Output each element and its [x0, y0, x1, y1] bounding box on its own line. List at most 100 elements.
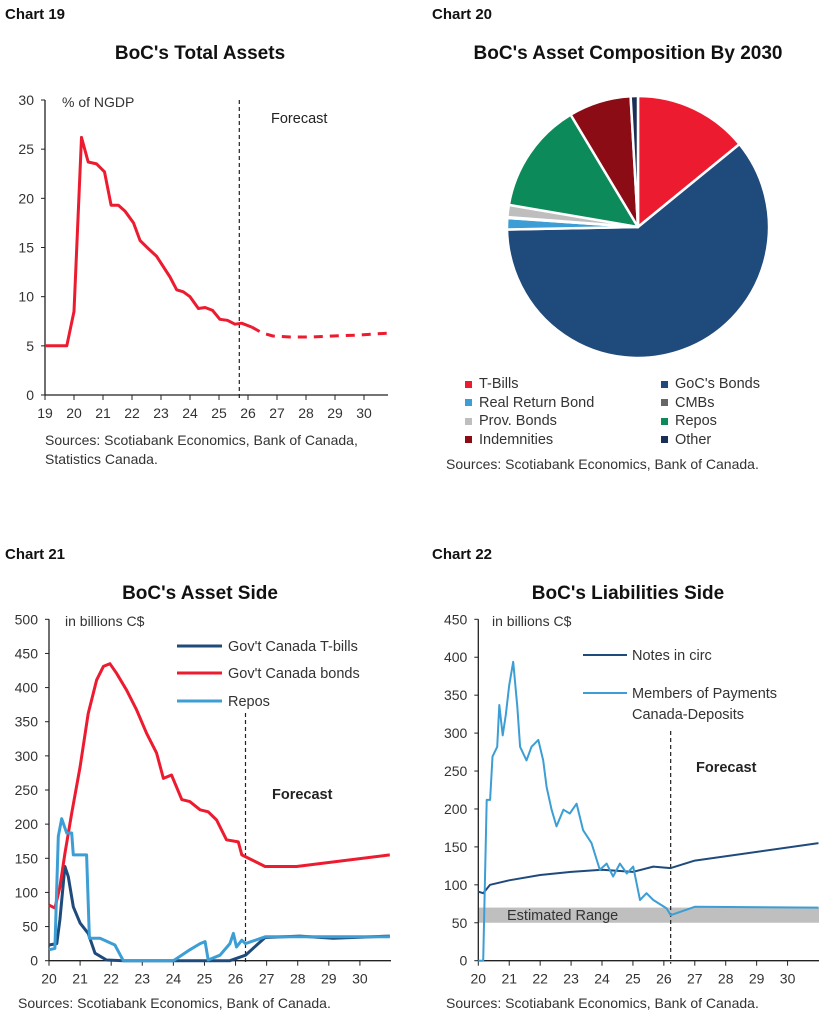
y-tick-label: 450 — [444, 611, 468, 627]
chart-0-plot: 0 5 10 15 20 25 30 19 20 21 22 23 24 25 26 27 28 29 30 Fore… — [18, 92, 389, 421]
legend-item: Prov. Bonds — [458, 412, 654, 431]
y-tick-label: 20 — [18, 190, 34, 206]
legend-label: Repos — [675, 413, 717, 429]
legend-item: T-Bills — [458, 375, 654, 394]
y-tick-label: 150 — [15, 850, 39, 866]
unit-label: in billions C$ — [492, 613, 572, 629]
y-tick-label: 450 — [15, 645, 39, 661]
x-tick-label: 26 — [240, 405, 256, 421]
x-tick-label: 25 — [625, 971, 641, 987]
y-tick-label: 25 — [18, 141, 34, 157]
forecast-label: Forecast — [696, 760, 757, 776]
y-tick-label: 150 — [444, 839, 468, 855]
chart-19-sources: Sources: Scotiabank Economics, Bank of C… — [45, 431, 358, 469]
x-tick-label: 29 — [321, 971, 337, 987]
chart-21-sources: Sources: Scotiabank Economics, Bank of C… — [18, 995, 331, 1011]
x-tick-label: 27 — [259, 971, 275, 987]
legend-label: CMBs — [675, 394, 715, 411]
source-line: Statistics Canada. — [45, 451, 158, 467]
series-line-repos — [48, 817, 390, 963]
y-tick-label: 300 — [15, 748, 39, 764]
x-tick-label: 30 — [352, 971, 368, 987]
y-tick-label: 250 — [444, 763, 468, 779]
legend-item: GoC's Bonds — [654, 375, 814, 394]
y-tick-label: 300 — [444, 725, 468, 741]
series-line-actual — [45, 135, 253, 348]
y-tick-label: 400 — [15, 680, 39, 696]
x-tick-label: 21 — [95, 405, 111, 421]
estimated-range-label: Estimated Range — [507, 908, 618, 924]
legend-label: Indemnities — [479, 431, 554, 448]
x-tick-label: 22 — [124, 405, 140, 421]
y-tick-label: 200 — [15, 816, 39, 832]
x-tick-label: 25 — [197, 971, 213, 987]
pie — [505, 94, 771, 360]
chart-21-title: BoC's Asset Side — [122, 583, 278, 604]
x-tick-label: 23 — [153, 405, 169, 421]
legend-label: T-Bills — [479, 376, 519, 392]
legend-label-line: Canada-Deposits — [632, 707, 744, 723]
legend-item: Indemnities — [458, 431, 654, 450]
x-tick-label: 28 — [298, 405, 314, 421]
legend-label: Notes in circ — [632, 648, 712, 664]
pie-slice-goc-s-bonds — [505, 142, 771, 360]
pie-slice-other — [629, 94, 640, 229]
series-line-gov-t-canada-t-bills — [48, 865, 390, 963]
x-tick-label: 20 — [41, 971, 57, 987]
chart-22-sources: Sources: Scotiabank Economics, Bank of C… — [446, 995, 759, 1011]
series-line-members-of-payments-canada-deposits — [478, 660, 819, 962]
legend-swatch — [661, 417, 668, 425]
legend-swatch — [465, 417, 472, 425]
y-tick-label: 100 — [15, 884, 39, 900]
y-tick-label: 250 — [15, 782, 39, 798]
legend-label: Members of Payments Canada-Deposits — [632, 686, 777, 723]
y-tick-label: 500 — [15, 611, 39, 627]
legend-swatch — [661, 399, 668, 407]
x-tick-label: 27 — [269, 405, 285, 421]
pie-slice-repos — [507, 113, 640, 229]
y-tick-label: 400 — [444, 649, 468, 665]
y-tick-label: 0 — [30, 953, 38, 969]
x-tick-label: 25 — [211, 405, 227, 421]
forecast-label: Forecast — [272, 787, 333, 803]
unit-label: in billions C$ — [65, 613, 145, 629]
y-tick-label: 50 — [452, 915, 468, 931]
x-tick-label: 30 — [780, 971, 796, 987]
y-tick-label: 30 — [18, 92, 34, 108]
chart-19-label: Chart 19 — [5, 6, 66, 23]
legend-item: Repos — [654, 412, 814, 431]
chart-20-sources: Sources: Scotiabank Economics, Bank of C… — [446, 456, 759, 472]
legend-swatch — [465, 436, 472, 444]
legend-swatch — [661, 436, 668, 444]
legend-item: CMBs — [654, 394, 814, 413]
y-tick-label: 10 — [18, 289, 34, 305]
x-tick-label: 23 — [134, 971, 150, 987]
series-line-gov-t-canada-bonds — [48, 662, 390, 910]
unit-label: % of NGDP — [62, 94, 134, 110]
chart-21-label: Chart 21 — [5, 546, 66, 563]
x-tick-label: 22 — [532, 971, 548, 987]
chart-3-plot: Estimated Range 0 50 100 150 200 250 300 350 400 4… — [444, 611, 819, 987]
legend-label: Prov. Bonds — [479, 413, 557, 429]
legend-item: Real Return Bond — [458, 394, 654, 413]
y-tick-label: 0 — [460, 953, 468, 969]
chart-22-label: Chart 22 — [432, 546, 493, 563]
x-tick-label: 26 — [656, 971, 672, 987]
x-tick-label: 24 — [594, 971, 610, 987]
x-tick-label: 20 — [66, 405, 82, 421]
y-tick-label: 0 — [26, 387, 34, 403]
y-tick-label: 50 — [22, 919, 38, 935]
x-tick-label: 29 — [749, 971, 765, 987]
legend-item: Other — [654, 431, 814, 450]
y-tick-label: 100 — [444, 877, 468, 893]
x-tick-label: 22 — [103, 971, 119, 987]
x-tick-label: 29 — [327, 405, 343, 421]
x-tick-label: 27 — [687, 971, 703, 987]
legend-label: Real Return Bond — [479, 394, 595, 411]
chart-2-plot: 0 50 100 150 200 250 300 350 400 450 500 20 21 22 23 24… — [15, 611, 391, 987]
legend-swatch — [465, 380, 472, 388]
x-tick-label: 26 — [228, 971, 244, 987]
x-tick-label: 24 — [182, 405, 198, 421]
y-tick-label: 5 — [26, 338, 34, 354]
